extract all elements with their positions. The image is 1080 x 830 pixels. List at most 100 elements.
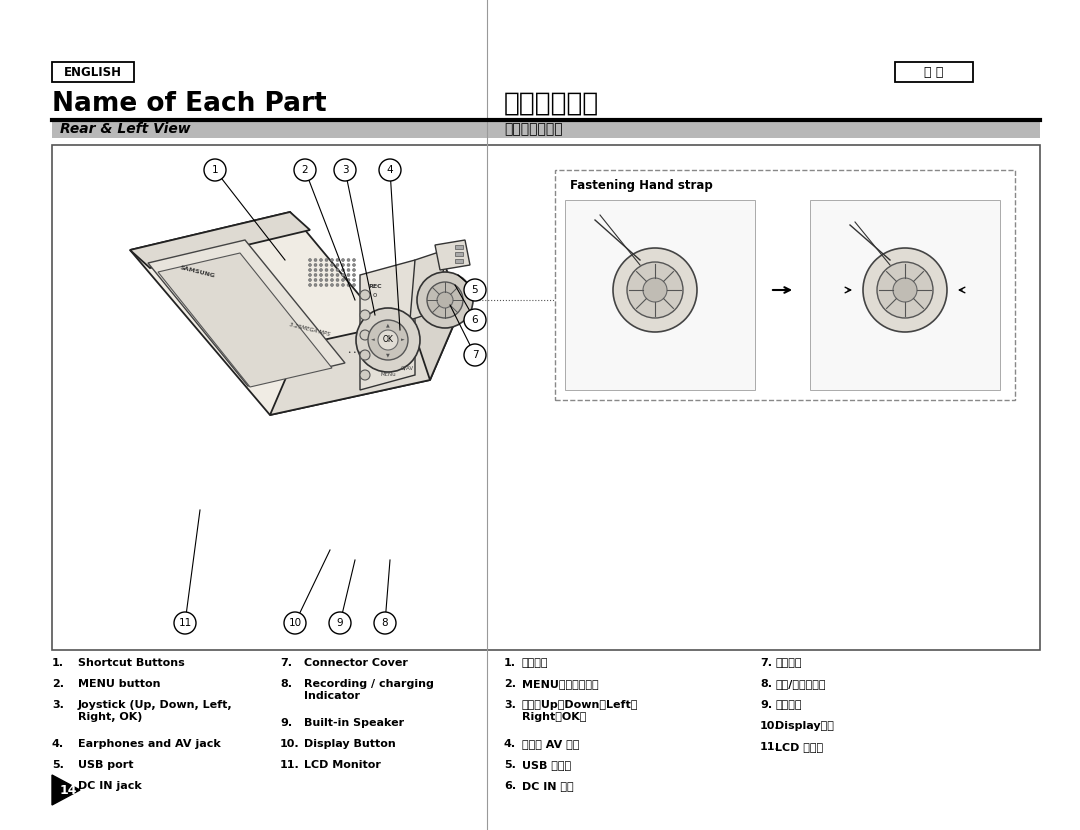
Text: 4: 4 bbox=[387, 165, 393, 175]
Text: DC IN jack: DC IN jack bbox=[78, 781, 141, 791]
Circle shape bbox=[330, 263, 334, 266]
Circle shape bbox=[360, 370, 370, 380]
Text: 3.25MEGA MPS: 3.25MEGA MPS bbox=[289, 323, 330, 338]
Text: 後視圖和左視圖: 後視圖和左視圖 bbox=[504, 122, 563, 136]
Circle shape bbox=[330, 279, 334, 281]
Text: o: o bbox=[373, 292, 377, 298]
Text: Ω/AV: Ω/AV bbox=[401, 365, 414, 370]
Circle shape bbox=[341, 268, 345, 271]
Circle shape bbox=[378, 330, 399, 350]
Circle shape bbox=[336, 274, 339, 276]
Circle shape bbox=[314, 279, 318, 281]
Circle shape bbox=[325, 263, 328, 266]
Text: 8.: 8. bbox=[280, 679, 292, 689]
Circle shape bbox=[352, 284, 355, 286]
Text: ►: ► bbox=[401, 338, 405, 343]
Circle shape bbox=[309, 263, 311, 266]
Text: 9.: 9. bbox=[280, 718, 292, 728]
Circle shape bbox=[336, 268, 339, 271]
Circle shape bbox=[417, 272, 473, 328]
Circle shape bbox=[352, 258, 355, 261]
Text: 5: 5 bbox=[472, 285, 478, 295]
Circle shape bbox=[309, 274, 311, 276]
Text: 臺 灣: 臺 灣 bbox=[924, 66, 944, 79]
Text: Display Button: Display Button bbox=[303, 739, 395, 749]
Text: 2.: 2. bbox=[504, 679, 516, 689]
Text: Fastening Hand strap: Fastening Hand strap bbox=[570, 178, 713, 192]
Text: Earphones and AV jack: Earphones and AV jack bbox=[78, 739, 220, 749]
Polygon shape bbox=[360, 260, 415, 390]
Circle shape bbox=[204, 159, 226, 181]
Circle shape bbox=[464, 309, 486, 331]
Text: ◄: ◄ bbox=[372, 338, 375, 343]
Circle shape bbox=[360, 290, 370, 300]
Text: 10.: 10. bbox=[760, 721, 780, 731]
FancyBboxPatch shape bbox=[565, 200, 755, 390]
Circle shape bbox=[314, 268, 318, 271]
Text: 3: 3 bbox=[341, 165, 349, 175]
Text: 11.: 11. bbox=[760, 742, 780, 752]
Circle shape bbox=[356, 308, 420, 372]
Text: DC IN 插孔: DC IN 插孔 bbox=[522, 781, 573, 791]
Text: Joystick (Up, Down, Left,
Right, OK): Joystick (Up, Down, Left, Right, OK) bbox=[78, 700, 232, 721]
Circle shape bbox=[284, 612, 306, 634]
Text: 10.: 10. bbox=[280, 739, 299, 749]
Circle shape bbox=[352, 274, 355, 276]
Circle shape bbox=[330, 274, 334, 276]
Text: 7.: 7. bbox=[760, 658, 772, 668]
Circle shape bbox=[341, 284, 345, 286]
Circle shape bbox=[309, 279, 311, 281]
Circle shape bbox=[336, 284, 339, 286]
Polygon shape bbox=[435, 240, 470, 270]
Circle shape bbox=[314, 284, 318, 286]
Text: 8: 8 bbox=[381, 618, 389, 628]
Circle shape bbox=[427, 282, 463, 318]
Circle shape bbox=[320, 268, 323, 271]
Circle shape bbox=[347, 284, 350, 286]
Text: LCD Monitor: LCD Monitor bbox=[303, 760, 381, 770]
Text: 3.: 3. bbox=[504, 700, 516, 710]
Text: ENGLISH: ENGLISH bbox=[64, 66, 122, 79]
Text: MENU（選擇）按鈕: MENU（選擇）按鈕 bbox=[522, 679, 598, 689]
Circle shape bbox=[325, 284, 328, 286]
Polygon shape bbox=[410, 250, 445, 320]
Text: 14: 14 bbox=[60, 784, 78, 797]
Text: 6.: 6. bbox=[52, 781, 64, 791]
Circle shape bbox=[352, 263, 355, 266]
Circle shape bbox=[330, 268, 334, 271]
Text: 6: 6 bbox=[472, 315, 478, 325]
Polygon shape bbox=[270, 310, 460, 415]
Text: 9: 9 bbox=[337, 618, 343, 628]
Circle shape bbox=[347, 268, 350, 271]
Circle shape bbox=[336, 258, 339, 261]
Text: 耳機及 AV 插孔: 耳機及 AV 插孔 bbox=[522, 739, 579, 749]
Text: USB 連接埠: USB 連接埠 bbox=[522, 760, 571, 770]
Text: SAMSUNG: SAMSUNG bbox=[179, 266, 215, 279]
FancyBboxPatch shape bbox=[810, 200, 1000, 390]
Circle shape bbox=[325, 258, 328, 261]
Circle shape bbox=[174, 612, 195, 634]
Circle shape bbox=[314, 258, 318, 261]
Text: • • •: • • • bbox=[348, 350, 362, 355]
FancyBboxPatch shape bbox=[52, 120, 1040, 138]
Text: 6.: 6. bbox=[504, 781, 516, 791]
Circle shape bbox=[643, 278, 667, 302]
Text: 各個部件名稱: 各個部件名稱 bbox=[504, 91, 599, 117]
Text: Name of Each Part: Name of Each Part bbox=[52, 91, 326, 117]
Circle shape bbox=[314, 263, 318, 266]
Circle shape bbox=[360, 350, 370, 360]
Text: Display按鈕: Display按鈕 bbox=[775, 721, 834, 731]
Text: MENu: MENu bbox=[380, 373, 395, 378]
Text: 5.: 5. bbox=[52, 760, 64, 770]
Circle shape bbox=[341, 279, 345, 281]
Circle shape bbox=[330, 284, 334, 286]
Text: Rear & Left View: Rear & Left View bbox=[60, 122, 191, 136]
Text: 11: 11 bbox=[178, 618, 191, 628]
Circle shape bbox=[360, 310, 370, 320]
Circle shape bbox=[352, 279, 355, 281]
Circle shape bbox=[368, 320, 408, 360]
Polygon shape bbox=[130, 212, 430, 415]
Text: MENU button: MENU button bbox=[78, 679, 161, 689]
Circle shape bbox=[329, 612, 351, 634]
Circle shape bbox=[341, 274, 345, 276]
